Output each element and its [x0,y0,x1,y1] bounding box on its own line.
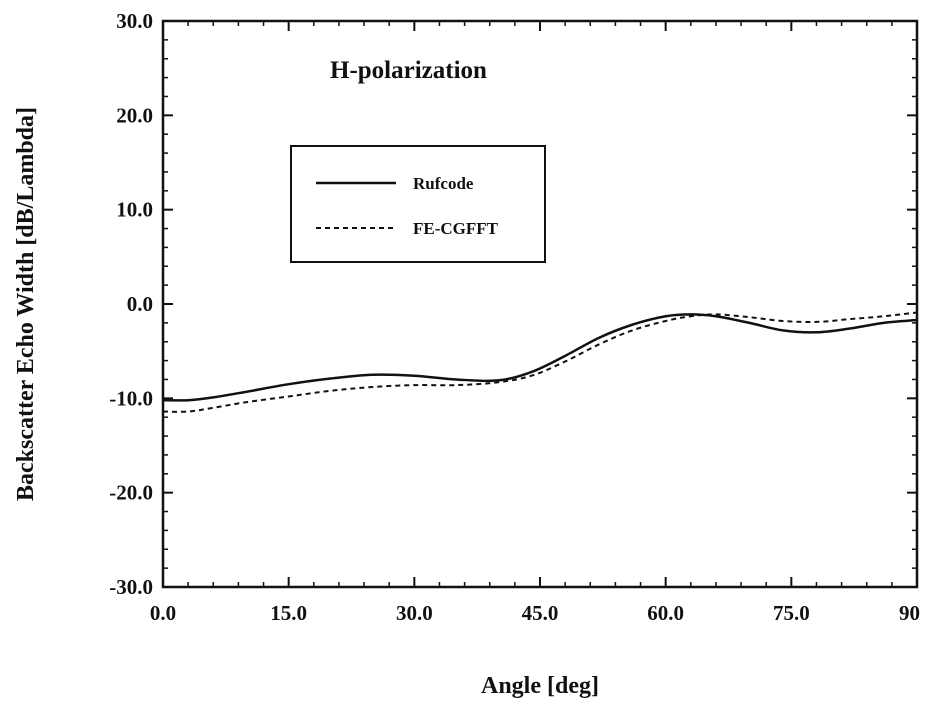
y-tick-label: -30.0 [109,575,153,599]
legend-box [290,145,546,263]
y-tick-label: -10.0 [109,386,153,410]
x-tick-label: 45.0 [522,601,559,625]
y-axis-title: Backscatter Echo Width [dB/Lambda] [13,107,39,501]
x-tick-label: 60.0 [647,601,684,625]
ticks [162,20,918,588]
tick-labels: 0.0 15.0 30.0 45.0 60.0 75.0 90 30.0 20.0 10.0 0.0… [109,9,920,625]
y-tick-label: 0.0 [127,292,153,316]
y-tick-label: -20.0 [109,481,153,505]
legend-label-rufcode: Rufcode [413,174,474,193]
y-tick-label: 10.0 [116,198,153,222]
y-tick-label: 30.0 [116,9,153,33]
x-tick-label: 75.0 [773,601,810,625]
legend-label-fe-cgfft: FE-CGFFT [413,219,499,238]
x-tick-label: 90 [899,601,920,625]
x-axis-title: Angle [deg] [481,673,599,699]
x-tick-label: 15.0 [270,601,307,625]
x-tick-label: 30.0 [396,601,433,625]
series-lines [162,311,918,413]
series-line-fe-cgfft [162,311,918,413]
annotation-text: H-polarization [330,57,487,84]
series-line-rufcode [162,313,918,402]
legend: Rufcode FE-CGFFT [290,145,546,263]
x-tick-label: 0.0 [150,601,176,625]
y-tick-label: 20.0 [116,103,153,127]
plot-frame [161,19,919,589]
